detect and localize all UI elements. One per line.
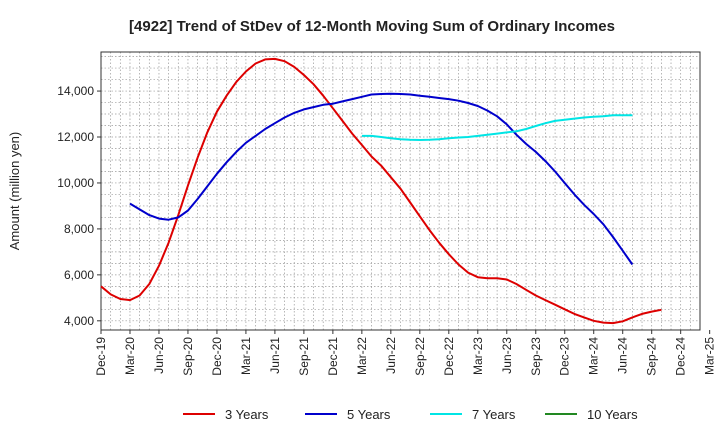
y-tick-label: 8,000	[64, 222, 94, 236]
legend-label: 3 Years	[225, 407, 269, 422]
x-tick-label: Jun-22	[384, 337, 398, 374]
series-line-5-years	[129, 92, 634, 266]
x-tick-label: Mar-23	[471, 337, 485, 375]
y-tick-label: 14,000	[57, 84, 94, 98]
x-tick-label: Mar-21	[239, 337, 253, 375]
series-line-7-years	[361, 114, 633, 141]
x-tick-label: Jun-23	[500, 337, 514, 374]
x-tick-label: Mar-22	[355, 337, 369, 375]
y-tick-label: 4,000	[64, 314, 94, 328]
x-tick-label: Mar-25	[703, 337, 717, 375]
x-tick-label: Dec-23	[558, 337, 572, 376]
y-tick-label: 10,000	[57, 176, 94, 190]
x-tick-label: Dec-20	[210, 337, 224, 376]
y-tick-label: 12,000	[57, 130, 94, 144]
legend-label: 7 Years	[472, 407, 516, 422]
x-tick-label: Dec-19	[94, 337, 108, 376]
chart-title: [4922] Trend of StDev of 12-Month Moving…	[129, 18, 615, 35]
x-tick-label: Sep-21	[297, 337, 311, 376]
x-tick-label: Mar-20	[123, 337, 137, 375]
legend-label: 5 Years	[347, 407, 391, 422]
legend: 3 Years 5 Years 7 Years 10 Years	[183, 407, 638, 422]
x-tick-label: Dec-22	[442, 337, 456, 376]
legend-label: 10 Years	[587, 407, 638, 422]
x-tick-label: Dec-24	[674, 337, 688, 376]
x-tick-label: Sep-22	[413, 337, 427, 376]
plot-area: 4,000 6,000 8,000 10,000 12,000 14,000 Dec-19 M…	[57, 51, 717, 376]
plot-border	[100, 51, 701, 331]
x-tick-label: Dec-21	[326, 337, 340, 376]
y-tick-label: 6,000	[64, 268, 94, 282]
x-tick-label: Jun-20	[152, 337, 166, 374]
x-tick-label: Mar-24	[587, 337, 601, 375]
x-tick-label: Sep-24	[645, 337, 659, 376]
series-line-3-years	[100, 57, 662, 325]
x-tick-label: Sep-20	[181, 337, 195, 376]
x-tick-label: Sep-23	[529, 337, 543, 376]
x-tick-label: Jun-24	[616, 337, 630, 374]
y-axis-label: Amount (million yen)	[7, 132, 22, 251]
x-tick-label: Jun-21	[268, 337, 282, 374]
